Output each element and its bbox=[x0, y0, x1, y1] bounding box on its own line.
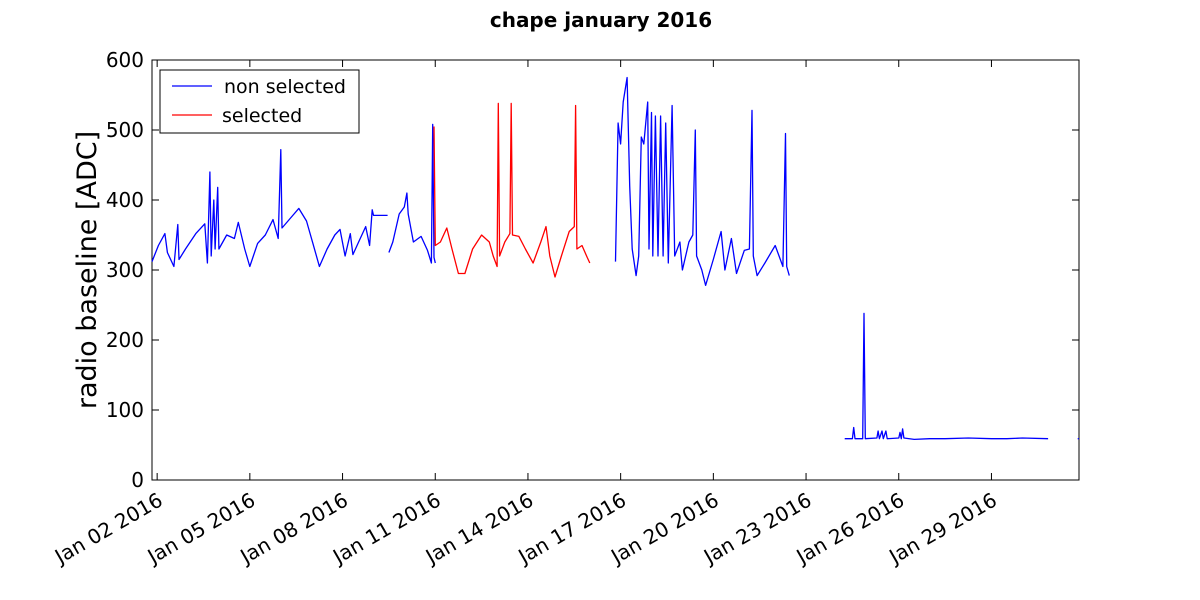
legend-box bbox=[159, 69, 360, 134]
series-line-2-segment-1 bbox=[433, 102, 591, 278]
y-tick-label: 200 bbox=[106, 328, 144, 352]
legend-label: selected bbox=[222, 105, 302, 127]
chart-title: chape january 2016 bbox=[490, 8, 712, 32]
y-tick-label: 600 bbox=[106, 48, 144, 72]
y-tick-label: 0 bbox=[131, 468, 144, 492]
series-line-1-segment-4 bbox=[844, 312, 1049, 441]
legend-label: non selected bbox=[224, 76, 346, 98]
series-line-1-segment-1 bbox=[151, 148, 388, 268]
series-line-1-segment-3 bbox=[614, 76, 790, 287]
y-tick-label: 300 bbox=[106, 258, 144, 282]
series-line-1-segment-2 bbox=[388, 123, 436, 264]
legend: non selected selected bbox=[159, 69, 360, 134]
y-tick-label: 500 bbox=[106, 118, 144, 142]
y-axis-label: radio baseline [ADC] bbox=[72, 131, 103, 409]
series-layer bbox=[151, 76, 1079, 441]
y-tick-label: 100 bbox=[106, 398, 144, 422]
y-tick-label: 400 bbox=[106, 188, 144, 212]
